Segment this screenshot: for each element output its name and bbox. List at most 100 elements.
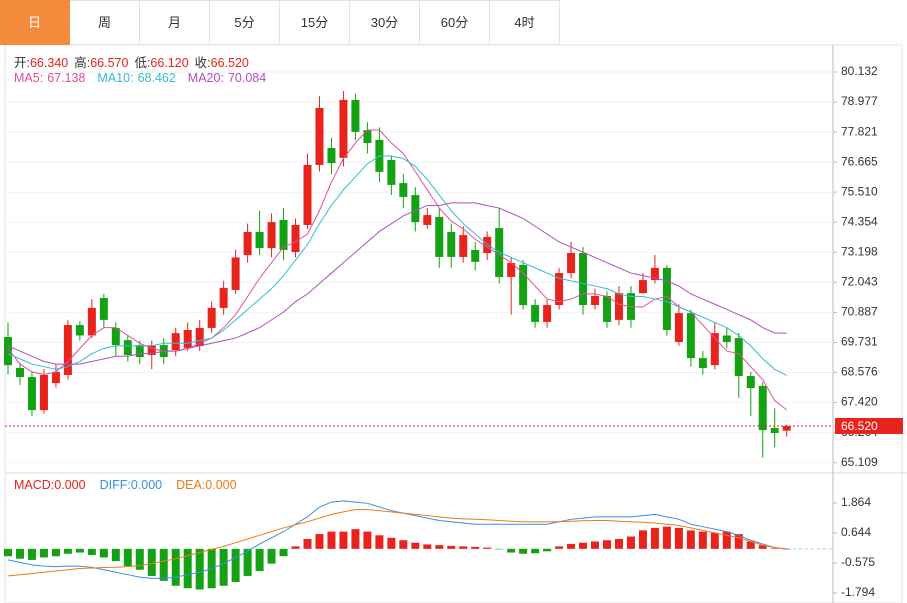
plot-frame: [4, 44, 903, 603]
macd-bar: [231, 548, 240, 583]
y-tick-label: -0.575: [841, 555, 875, 569]
legend-value: 68.462: [137, 71, 176, 85]
candle-body: [555, 273, 564, 306]
macd-bar: [411, 542, 420, 549]
candle-body: [674, 313, 683, 342]
candle-body: [231, 257, 240, 290]
tab[interactable]: 周: [70, 0, 140, 45]
legend-name: DEA:: [176, 478, 206, 492]
macd-bar: [603, 540, 611, 549]
macd-bar: [435, 545, 444, 549]
y-tick-label: 69.731: [841, 335, 878, 349]
macd-bar: [399, 540, 408, 549]
macd-bar: [219, 548, 228, 586]
macd-bar: [183, 548, 192, 589]
candle-body: [662, 267, 671, 331]
macd-bar: [734, 534, 743, 549]
macd-bar: [471, 546, 480, 549]
candle-body: [746, 376, 755, 389]
macd-bar: [495, 548, 504, 550]
macd-bar: [15, 548, 24, 559]
y-tick-label: 80.132: [841, 64, 878, 78]
tab[interactable]: 月: [140, 0, 210, 45]
ma-line: [7, 202, 787, 365]
macd-bar: [99, 548, 108, 558]
macd-bar: [279, 548, 288, 557]
macd-bar: [591, 541, 600, 549]
y-tick-label: 67.420: [841, 395, 878, 409]
info-value: 66.340: [29, 56, 69, 70]
macd-bar: [698, 531, 707, 549]
y-tick-label: 76.665: [841, 154, 878, 168]
ma-line: [7, 155, 787, 376]
macd-bar: [195, 548, 204, 590]
macd-line: [7, 508, 787, 577]
tab[interactable]: 4时: [490, 0, 560, 45]
macd-bar: [567, 543, 576, 549]
macd-bar: [303, 539, 312, 549]
candle-body: [638, 280, 647, 294]
macd-bar: [27, 548, 36, 560]
macd-bar: [327, 531, 336, 549]
tab[interactable]: 60分: [420, 0, 490, 45]
y-tick-label: 1.864: [841, 495, 871, 509]
candle-body: [63, 325, 72, 376]
macd-bar: [507, 548, 516, 553]
candle-body: [591, 295, 600, 306]
macd-bar: [519, 548, 528, 554]
macd-bar: [674, 527, 683, 549]
legend-name: MACD:: [14, 478, 55, 492]
candle-body: [531, 305, 540, 322]
candle-body: [75, 325, 84, 336]
candle-body: [327, 147, 336, 164]
info-name: 开:: [14, 56, 30, 70]
candle-body: [39, 375, 48, 411]
info-name: 收:: [194, 56, 211, 70]
tab[interactable]: 15分: [280, 0, 350, 45]
macd-bar: [758, 545, 767, 549]
candle-body: [15, 367, 24, 378]
candle-body: [267, 222, 276, 249]
candle-body: [435, 216, 444, 257]
candle-body: [471, 249, 480, 262]
legend-value: 70.084: [227, 71, 267, 85]
candle-body: [27, 377, 36, 411]
macd-bar: [375, 535, 384, 549]
legend-name: MA20:: [187, 71, 224, 85]
macd-bar: [638, 530, 647, 549]
macd-bar: [351, 529, 360, 549]
candle-body: [399, 183, 408, 197]
candle-body: [195, 327, 204, 347]
macd-bar: [579, 542, 588, 549]
y-tick-label: 74.354: [841, 214, 878, 228]
macd-bar: [710, 532, 719, 549]
candle-body: [183, 330, 192, 348]
tab[interactable]: 30分: [350, 0, 420, 45]
tab[interactable]: 日: [0, 0, 70, 45]
macd-bar: [159, 548, 168, 581]
info-name: 高:: [74, 56, 91, 70]
info-value: 66.120: [150, 56, 189, 70]
macd-bar: [483, 547, 492, 549]
macd-bar: [87, 548, 96, 555]
y-tick-label: 68.576: [841, 365, 878, 379]
info-name: 低:: [134, 56, 151, 70]
macd-bar: [722, 531, 731, 549]
macd-bar: [63, 548, 72, 554]
candle-body: [686, 313, 695, 359]
candle-body: [87, 307, 96, 336]
macd-bar: [147, 548, 156, 576]
y-tick-label: 75.510: [841, 184, 878, 198]
legend-name: MA5:: [14, 71, 44, 85]
candle-body: [207, 307, 216, 328]
macd-bar: [626, 536, 635, 549]
ohlc-info: 开:66.340 高:66.570 低:66.120 收:66.520: [14, 52, 255, 71]
macd-bar: [39, 548, 48, 558]
candle-body: [447, 231, 456, 257]
tab[interactable]: 5分: [210, 0, 280, 45]
candle-body: [722, 335, 731, 342]
candle-body: [99, 298, 108, 320]
macd-bar: [770, 548, 779, 549]
macd-line: [7, 500, 787, 579]
macd-bar: [662, 526, 671, 549]
